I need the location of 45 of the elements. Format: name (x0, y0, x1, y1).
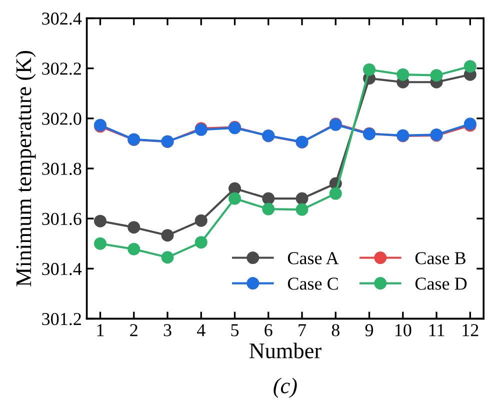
legend-label: Case C (288, 278, 338, 290)
point (194, 236, 208, 249)
point (296, 203, 308, 216)
x-tick-label: 3 (164, 324, 172, 336)
text: (c) (274, 378, 297, 398)
x-tick-label: 5 (231, 324, 239, 336)
point (329, 187, 342, 200)
y-tick-label: 302.4 (42, 12, 82, 25)
point (228, 182, 242, 195)
point (194, 214, 208, 227)
legend-label: Case D (415, 278, 467, 290)
x-tick-label: 9 (365, 324, 374, 336)
y-tick-label: 302.0 (42, 112, 82, 125)
x-axis-title: Number (249, 342, 322, 358)
x-tick-label: 10 (395, 324, 412, 336)
y-tick-label: 301.6 (42, 212, 82, 226)
point (161, 229, 174, 242)
point (464, 60, 476, 73)
y-tick-label: 301.2 (42, 312, 81, 326)
x-tick-label: 11 (429, 324, 444, 336)
point (396, 68, 410, 81)
legend-label: Case A (288, 252, 339, 264)
y-tick-label: 302.2 (42, 62, 81, 75)
point (128, 221, 140, 234)
point (94, 237, 106, 250)
x-tick-label: 2 (130, 324, 138, 336)
y-tick-label: 301.4 (42, 262, 82, 276)
point (128, 242, 140, 256)
x-tick-label: 4 (196, 324, 206, 336)
x-tick-label: 1 (97, 324, 104, 336)
point (430, 69, 443, 82)
point (262, 192, 275, 205)
point (228, 192, 242, 205)
x-tick-label: 6 (264, 324, 272, 336)
y-tick-label: 301.8 (42, 162, 82, 176)
point (262, 202, 275, 216)
point (94, 214, 106, 228)
y-axis-title: Minimum temperature (K) (16, 50, 36, 286)
point (296, 192, 308, 205)
point (363, 63, 376, 76)
x-tick-label: 8 (332, 324, 340, 336)
legend-label: Case B (415, 252, 466, 264)
x-tick-label: 7 (298, 324, 306, 336)
point (161, 251, 174, 264)
x-tick-label: 12 (462, 324, 478, 336)
